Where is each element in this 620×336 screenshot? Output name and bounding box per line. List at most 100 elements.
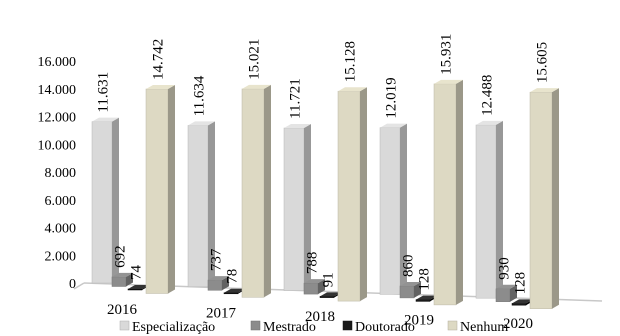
legend-swatch (447, 320, 458, 331)
data-label: 860 (400, 254, 416, 277)
bar-top (242, 84, 271, 89)
bar (399, 285, 415, 299)
bar-top (434, 79, 463, 84)
data-label: 74 (128, 264, 144, 280)
bar (303, 282, 319, 295)
floor-edge (73, 282, 85, 290)
bar-top (128, 284, 149, 289)
bar-top (146, 84, 175, 89)
data-label: 15.128 (342, 41, 358, 82)
legend-swatch (250, 320, 261, 331)
bar (283, 127, 305, 291)
bar-top (512, 299, 533, 304)
bar-top (380, 123, 407, 128)
x-tick-label: 2017 (206, 306, 237, 322)
bar (319, 296, 335, 298)
data-label: 128 (416, 268, 432, 291)
bar-top (338, 87, 367, 92)
x-tick-label: 2016 (107, 302, 138, 318)
y-tick-label: 16.000 (38, 55, 77, 70)
x-tick-label: 2020 (503, 316, 533, 332)
bar-top (320, 292, 341, 297)
bar (511, 303, 527, 306)
bar-side (126, 272, 133, 287)
bar-side (414, 281, 421, 298)
bar (91, 121, 113, 284)
bar-top (476, 120, 503, 125)
bar-side (400, 123, 407, 295)
bar-top (284, 123, 311, 128)
bar-top (400, 281, 421, 286)
bar-top (92, 117, 119, 122)
bar-side (304, 123, 311, 291)
bar (337, 90, 361, 302)
bar-side (264, 84, 271, 298)
data-label: 15.931 (438, 34, 454, 75)
bar-top (496, 284, 517, 289)
bar (187, 125, 209, 288)
bar (495, 288, 511, 302)
data-label: 78 (224, 269, 240, 284)
y-tick-label: 12.000 (38, 111, 77, 126)
y-tick-label: 2.000 (45, 249, 77, 264)
bar-top (208, 276, 229, 281)
bar (433, 83, 457, 306)
bar-side (168, 84, 175, 294)
data-label: 788 (304, 252, 320, 275)
bar (111, 276, 127, 287)
bar-side (112, 117, 119, 283)
bar-side (456, 79, 463, 305)
bar-side (222, 276, 229, 291)
bar-side (496, 120, 503, 299)
bar (241, 88, 265, 298)
data-label: 930 (496, 257, 512, 280)
bar-top (304, 279, 325, 284)
data-label: 15.021 (246, 39, 262, 80)
bar-top (188, 121, 215, 126)
bar (223, 292, 239, 295)
bar-side (552, 88, 559, 309)
y-tick-label: 0 (69, 277, 76, 292)
data-label: 91 (320, 272, 336, 287)
data-label: 11.634 (191, 75, 207, 116)
x-tick-label: 2019 (404, 313, 434, 329)
y-tick-label: 8.000 (45, 166, 77, 181)
data-label: 12.488 (479, 75, 495, 116)
bar (127, 288, 143, 291)
bar (475, 124, 497, 299)
y-tick-label: 14.000 (38, 83, 77, 98)
bar-top (530, 88, 559, 93)
bar (207, 279, 223, 291)
x-tick-label: 2018 (305, 309, 335, 325)
bar (379, 127, 401, 295)
legend-label: Nenhum (460, 320, 508, 335)
y-tick-label: 10.000 (38, 138, 77, 153)
legend-label: Mestrado (263, 320, 316, 335)
bar-side (360, 87, 367, 302)
bar (145, 88, 169, 294)
legend-label: Doutorado (355, 320, 415, 335)
bar-side (510, 284, 517, 302)
y-tick-label: 6.000 (45, 194, 77, 209)
legend-swatch (342, 320, 353, 331)
bar-side (318, 279, 325, 295)
data-label: 12.019 (383, 77, 399, 118)
data-label: 11.721 (287, 78, 303, 119)
bar-top (416, 295, 437, 300)
y-tick-label: 4.000 (45, 222, 77, 237)
data-label: 737 (208, 248, 224, 271)
data-label: 15.605 (534, 42, 550, 83)
data-label: 14.742 (150, 39, 166, 80)
legend-swatch (119, 320, 130, 331)
data-label: 11.631 (95, 72, 111, 113)
bar-top (112, 272, 133, 277)
bar (415, 299, 431, 302)
legend-label: Especialização (132, 320, 215, 335)
data-label: 128 (512, 272, 528, 295)
data-label: 692 (112, 245, 128, 268)
bar-side (208, 121, 215, 287)
bar-top (224, 288, 245, 293)
bar (529, 91, 553, 309)
